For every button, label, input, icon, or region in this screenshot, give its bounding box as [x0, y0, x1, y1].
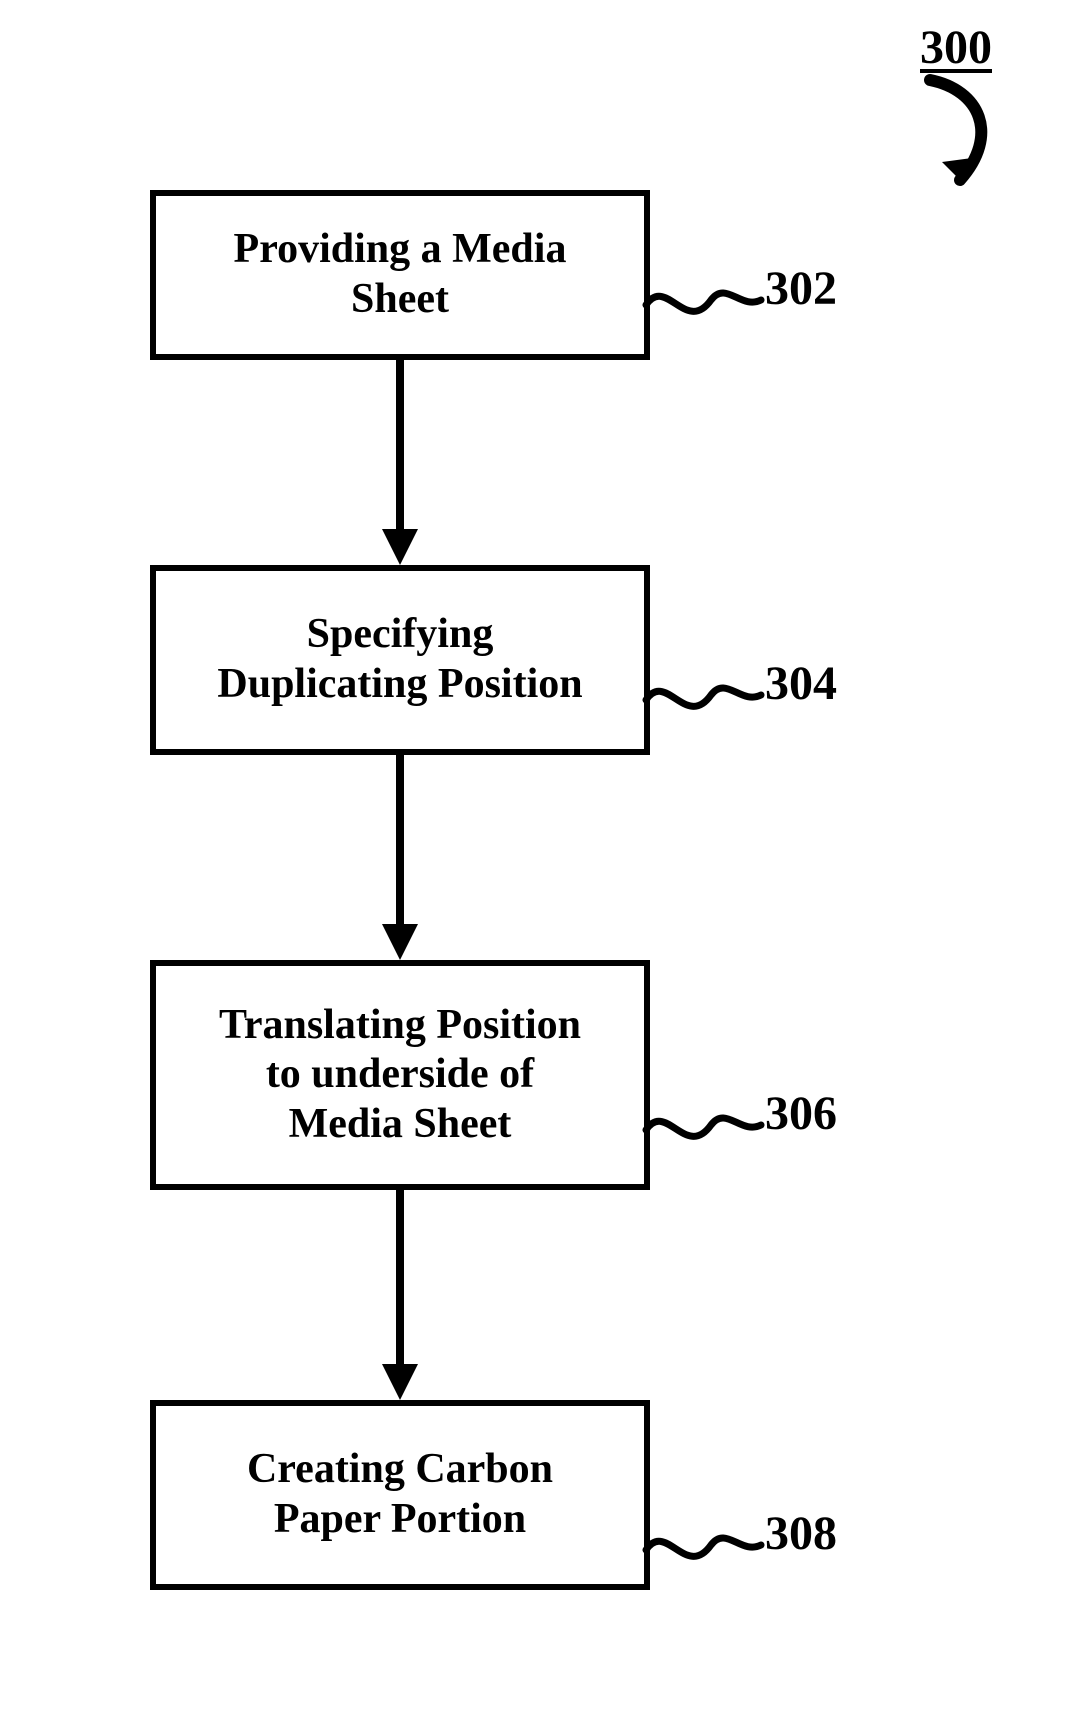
- flow-arrow: [396, 755, 404, 924]
- flowchart-step-n1: Providing a Media Sheet: [150, 190, 650, 360]
- flowchart-step-label: Creating Carbon Paper Portion: [233, 1445, 567, 1544]
- callout-number: 304: [765, 656, 837, 711]
- callout-connector: [646, 670, 776, 740]
- flow-arrow-head: [382, 1364, 418, 1400]
- flowchart-stage: 300 Providing a Media Sheet 302 Specifying …: [0, 0, 1080, 1720]
- flowchart-step-n3: Translating Position to underside of Med…: [150, 960, 650, 1190]
- flowchart-step-label: Translating Position to underside of Med…: [205, 1001, 595, 1150]
- flowchart-step-label: Specifying Duplicating Position: [203, 610, 596, 709]
- flow-arrow-head: [382, 924, 418, 960]
- callout-connector: [646, 1520, 776, 1590]
- callout-connector: [646, 1100, 776, 1170]
- callout-number: 302: [765, 261, 837, 316]
- figure-reference-arrow: [920, 70, 1040, 210]
- callout-number: 308: [765, 1506, 837, 1561]
- flowchart-step-n4: Creating Carbon Paper Portion: [150, 1400, 650, 1590]
- flowchart-step-label: Providing a Media Sheet: [220, 225, 581, 324]
- flowchart-step-n2: Specifying Duplicating Position: [150, 565, 650, 755]
- callout-connector: [646, 275, 776, 345]
- flow-arrow: [396, 1190, 404, 1364]
- callout-number: 306: [765, 1086, 837, 1141]
- flow-arrow-head: [382, 529, 418, 565]
- flow-arrow: [396, 360, 404, 529]
- figure-number-label: 300: [920, 20, 992, 75]
